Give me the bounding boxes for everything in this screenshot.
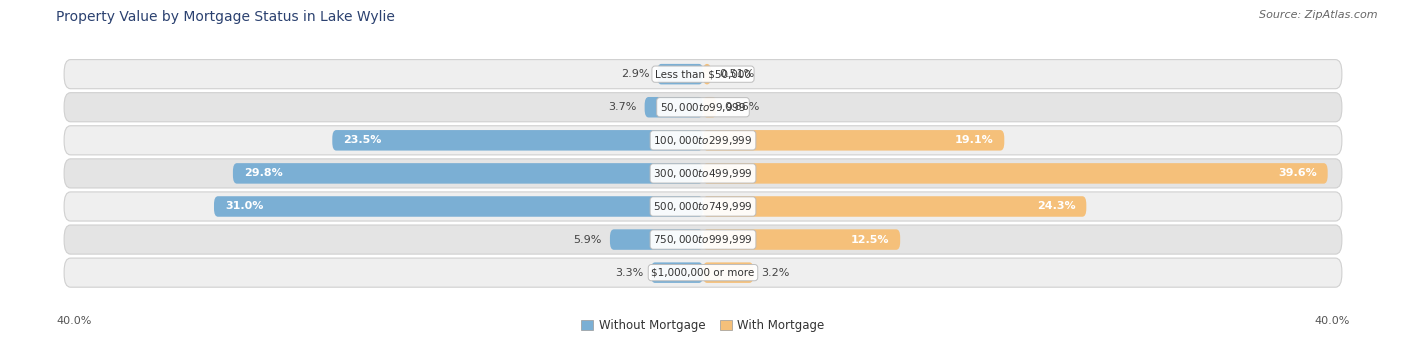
Text: 23.5%: 23.5% xyxy=(343,135,381,145)
Text: $50,000 to $99,999: $50,000 to $99,999 xyxy=(659,101,747,114)
Text: 24.3%: 24.3% xyxy=(1036,202,1076,211)
FancyBboxPatch shape xyxy=(65,126,1341,155)
FancyBboxPatch shape xyxy=(657,64,703,84)
Text: 3.2%: 3.2% xyxy=(762,268,790,278)
Text: 40.0%: 40.0% xyxy=(56,316,91,326)
Text: $1,000,000 or more: $1,000,000 or more xyxy=(651,268,755,278)
Text: 3.3%: 3.3% xyxy=(614,268,643,278)
FancyBboxPatch shape xyxy=(644,97,703,118)
FancyBboxPatch shape xyxy=(703,262,754,283)
FancyBboxPatch shape xyxy=(233,163,703,184)
FancyBboxPatch shape xyxy=(610,229,703,250)
Text: Less than $50,000: Less than $50,000 xyxy=(655,69,751,79)
FancyBboxPatch shape xyxy=(65,258,1341,287)
FancyBboxPatch shape xyxy=(332,130,703,151)
Text: 5.9%: 5.9% xyxy=(574,235,602,244)
Legend: Without Mortgage, With Mortgage: Without Mortgage, With Mortgage xyxy=(576,314,830,336)
FancyBboxPatch shape xyxy=(65,59,1341,89)
FancyBboxPatch shape xyxy=(703,64,711,84)
Text: $500,000 to $749,999: $500,000 to $749,999 xyxy=(654,200,752,213)
Text: $750,000 to $999,999: $750,000 to $999,999 xyxy=(654,233,752,246)
Text: 40.0%: 40.0% xyxy=(1315,316,1350,326)
Text: $300,000 to $499,999: $300,000 to $499,999 xyxy=(654,167,752,180)
Text: 31.0%: 31.0% xyxy=(225,202,263,211)
Text: 3.7%: 3.7% xyxy=(609,102,637,112)
Text: $100,000 to $299,999: $100,000 to $299,999 xyxy=(654,134,752,147)
FancyBboxPatch shape xyxy=(65,159,1341,188)
FancyBboxPatch shape xyxy=(703,97,717,118)
FancyBboxPatch shape xyxy=(703,196,1087,217)
FancyBboxPatch shape xyxy=(703,229,900,250)
Text: 0.86%: 0.86% xyxy=(724,102,759,112)
FancyBboxPatch shape xyxy=(65,192,1341,221)
FancyBboxPatch shape xyxy=(703,130,1004,151)
FancyBboxPatch shape xyxy=(651,262,703,283)
FancyBboxPatch shape xyxy=(65,225,1341,254)
Text: Source: ZipAtlas.com: Source: ZipAtlas.com xyxy=(1260,10,1378,20)
Text: 12.5%: 12.5% xyxy=(851,235,889,244)
Text: 19.1%: 19.1% xyxy=(955,135,993,145)
Text: 2.9%: 2.9% xyxy=(621,69,650,79)
FancyBboxPatch shape xyxy=(65,93,1341,122)
Text: 0.51%: 0.51% xyxy=(718,69,754,79)
FancyBboxPatch shape xyxy=(703,163,1327,184)
Text: 29.8%: 29.8% xyxy=(245,168,283,179)
FancyBboxPatch shape xyxy=(214,196,703,217)
Text: 39.6%: 39.6% xyxy=(1278,168,1316,179)
Text: Property Value by Mortgage Status in Lake Wylie: Property Value by Mortgage Status in Lak… xyxy=(56,10,395,24)
